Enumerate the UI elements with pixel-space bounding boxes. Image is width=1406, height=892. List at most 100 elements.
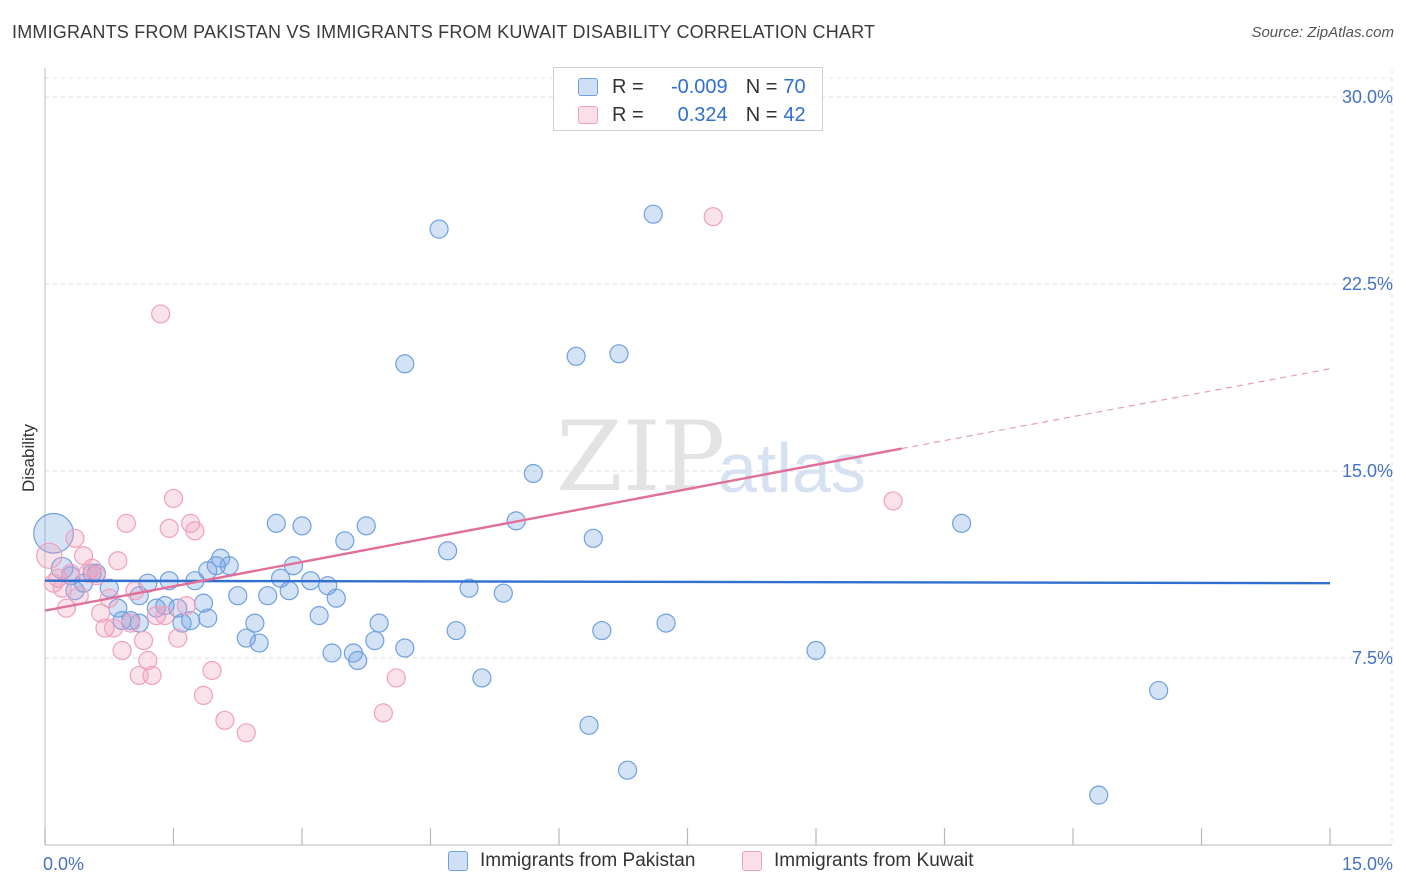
data-point bbox=[279, 581, 299, 601]
data-point bbox=[249, 633, 269, 653]
watermark-zip: ZIP bbox=[556, 401, 725, 513]
r-value: 0.324 bbox=[677, 103, 728, 126]
data-point bbox=[566, 346, 586, 366]
axes bbox=[44, 68, 1392, 846]
data-point bbox=[155, 606, 175, 626]
data-point bbox=[429, 219, 449, 239]
data-point bbox=[952, 513, 972, 533]
grid-lines bbox=[45, 70, 1393, 845]
chart-title: IMMIGRANTS FROM PAKISTAN VS IMMIGRANTS F… bbox=[12, 22, 876, 42]
data-point bbox=[335, 531, 355, 551]
r-label: R = bbox=[612, 75, 644, 98]
data-point bbox=[202, 660, 222, 681]
data-point bbox=[643, 204, 663, 224]
y-axis-label: Disability bbox=[19, 423, 38, 492]
y-tick-label: 30.0% bbox=[1342, 87, 1393, 107]
trend-line bbox=[44, 447, 902, 612]
data-point bbox=[326, 588, 346, 608]
data-point bbox=[159, 518, 179, 538]
data-point bbox=[33, 512, 74, 554]
source-label: Source: ZipAtlas.com bbox=[1251, 24, 1394, 41]
data-point bbox=[185, 521, 205, 541]
data-point bbox=[309, 606, 329, 626]
stats-legend-row-pakistan: R = -0.009 N = 70 bbox=[578, 73, 806, 101]
data-point bbox=[322, 643, 342, 663]
data-point bbox=[121, 613, 141, 633]
series-legend: Immigrants from Pakistan Immigrants from… bbox=[0, 850, 1406, 880]
data-point bbox=[108, 551, 128, 571]
data-point bbox=[806, 640, 826, 661]
data-point bbox=[228, 586, 248, 606]
watermark-atlas: atlas bbox=[718, 429, 866, 507]
data-point bbox=[365, 630, 385, 651]
data-point bbox=[168, 628, 188, 648]
trend-line-extension bbox=[901, 368, 1331, 450]
trend-lines bbox=[44, 368, 1331, 612]
stats-legend-row-kuwait: R = 0.324 N = 42 bbox=[578, 101, 806, 129]
stats-legend: R = -0.009 N = 70 R = 0.324 N = 42 bbox=[553, 67, 823, 131]
data-point bbox=[198, 608, 218, 628]
data-point bbox=[373, 703, 393, 723]
data-point bbox=[48, 568, 68, 588]
data-point bbox=[1089, 785, 1109, 805]
legend-item-kuwait[interactable]: Immigrants from Kuwait bbox=[742, 850, 974, 872]
data-point bbox=[103, 618, 124, 638]
data-point bbox=[617, 760, 638, 780]
data-point bbox=[176, 596, 196, 616]
legend-item-pakistan[interactable]: Immigrants from Pakistan bbox=[448, 850, 695, 872]
data-point bbox=[348, 650, 368, 671]
data-point bbox=[472, 668, 492, 688]
data-point bbox=[142, 665, 162, 686]
kuwait-swatch bbox=[578, 106, 598, 124]
data-point bbox=[219, 556, 239, 576]
data-point bbox=[438, 541, 458, 561]
data-point bbox=[215, 710, 235, 730]
data-point bbox=[386, 668, 406, 688]
watermark: ZIP atlas bbox=[556, 401, 866, 513]
data-point bbox=[369, 613, 389, 633]
data-point bbox=[91, 603, 111, 623]
data-point bbox=[198, 561, 218, 581]
tick-labels: 7.5% 15.0% 22.5% 30.0% 0.0% 15.0% Disability bbox=[19, 87, 1393, 874]
data-point bbox=[151, 304, 171, 324]
data-point bbox=[703, 207, 723, 227]
data-point bbox=[52, 578, 72, 598]
data-point bbox=[609, 344, 629, 364]
x-tick-label: 15.0% bbox=[1342, 854, 1393, 874]
r-label: R = bbox=[612, 103, 644, 126]
data-point bbox=[395, 354, 415, 374]
data-point bbox=[583, 528, 603, 548]
data-point bbox=[356, 516, 376, 536]
data-point bbox=[493, 583, 513, 603]
n-value: 42 bbox=[783, 103, 806, 126]
data-point bbox=[592, 620, 612, 641]
x-tick-label: 0.0% bbox=[43, 854, 84, 874]
legend-label: Immigrants from Pakistan bbox=[480, 850, 696, 871]
data-point bbox=[292, 516, 312, 536]
series-pakistan-points bbox=[33, 204, 1169, 805]
data-point bbox=[1149, 680, 1169, 701]
data-point bbox=[883, 491, 903, 511]
data-point bbox=[258, 586, 278, 606]
data-point bbox=[395, 638, 415, 658]
data-point bbox=[523, 463, 543, 484]
pakistan-swatch bbox=[448, 851, 468, 871]
data-point bbox=[236, 628, 256, 648]
y-tick-label: 15.0% bbox=[1342, 461, 1393, 481]
n-label: N = bbox=[745, 75, 778, 98]
trend-line bbox=[44, 579, 1331, 585]
data-point bbox=[266, 513, 286, 533]
data-point bbox=[446, 620, 466, 641]
data-point bbox=[656, 613, 676, 633]
data-point bbox=[193, 685, 214, 706]
data-point bbox=[459, 578, 479, 598]
y-tick-label: 22.5% bbox=[1342, 274, 1393, 294]
n-value: 70 bbox=[783, 75, 806, 98]
r-value: -0.009 bbox=[670, 75, 728, 98]
series-kuwait-points bbox=[36, 207, 903, 743]
data-point bbox=[99, 578, 119, 598]
data-point bbox=[65, 528, 85, 548]
data-point bbox=[236, 723, 256, 743]
data-point bbox=[36, 542, 63, 569]
data-point bbox=[163, 488, 184, 509]
